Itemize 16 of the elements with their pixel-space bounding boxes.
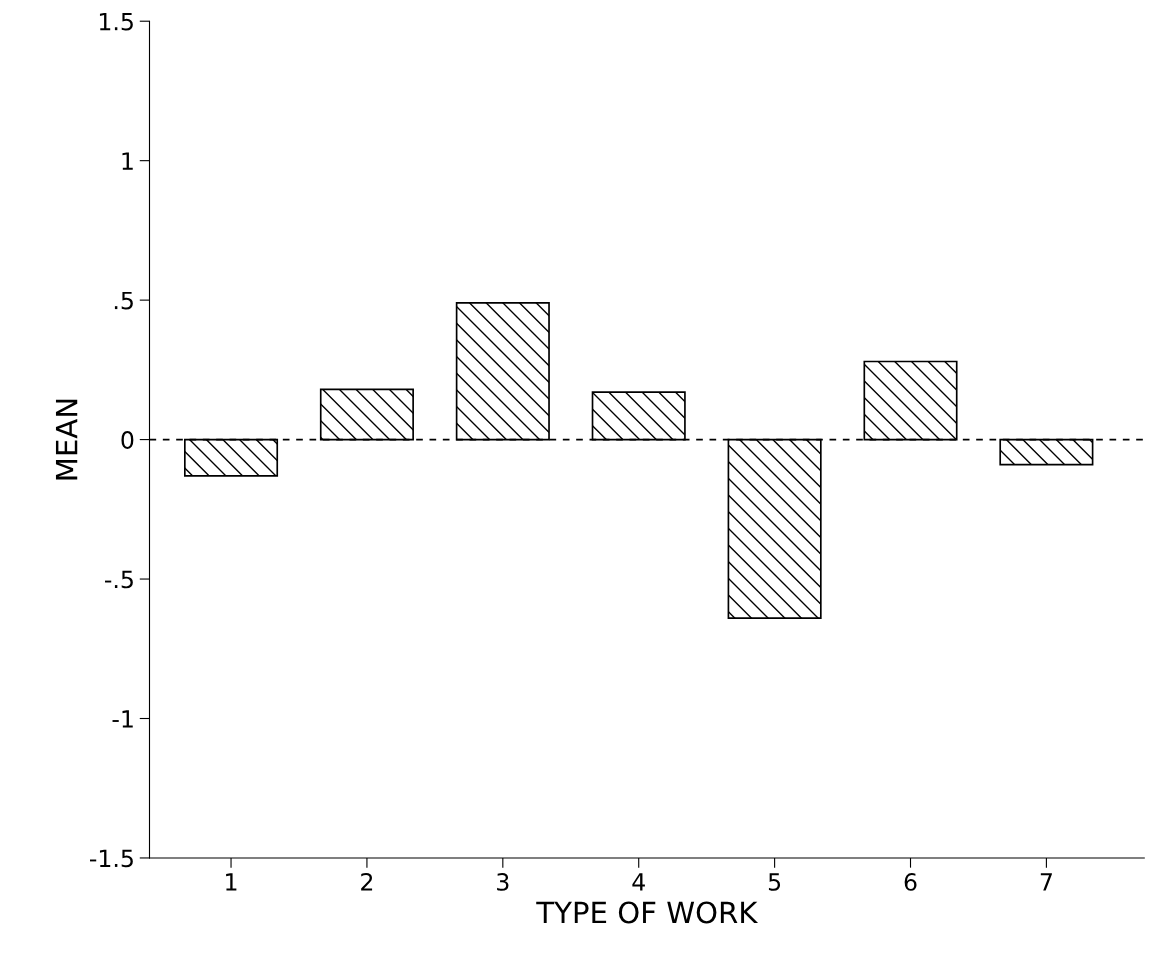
x-tick-label: 1 [226, 873, 237, 891]
x-tick-label: 6 [904, 872, 917, 891]
x-tick-label: 7 [1040, 873, 1052, 891]
y-tick-label: .5 [114, 291, 133, 310]
y-tick-label: -1 [112, 710, 133, 728]
y-tick-label: 1.5 [99, 12, 133, 31]
x-axis-title: TYPE OF WORK [536, 901, 759, 924]
x-tick-label: 5 [768, 873, 781, 891]
x-tick-label: 4 [632, 873, 645, 891]
y-tick-label: -1.5 [90, 849, 133, 868]
x-tick-label: 3 [497, 872, 509, 891]
x-tick-label: 2 [361, 872, 373, 891]
y-axis-title: MEAN [55, 399, 78, 480]
y-tick-label: -.5 [105, 570, 133, 589]
y-tick-label: 1 [122, 152, 133, 170]
y-tick-label: 0 [121, 431, 134, 449]
